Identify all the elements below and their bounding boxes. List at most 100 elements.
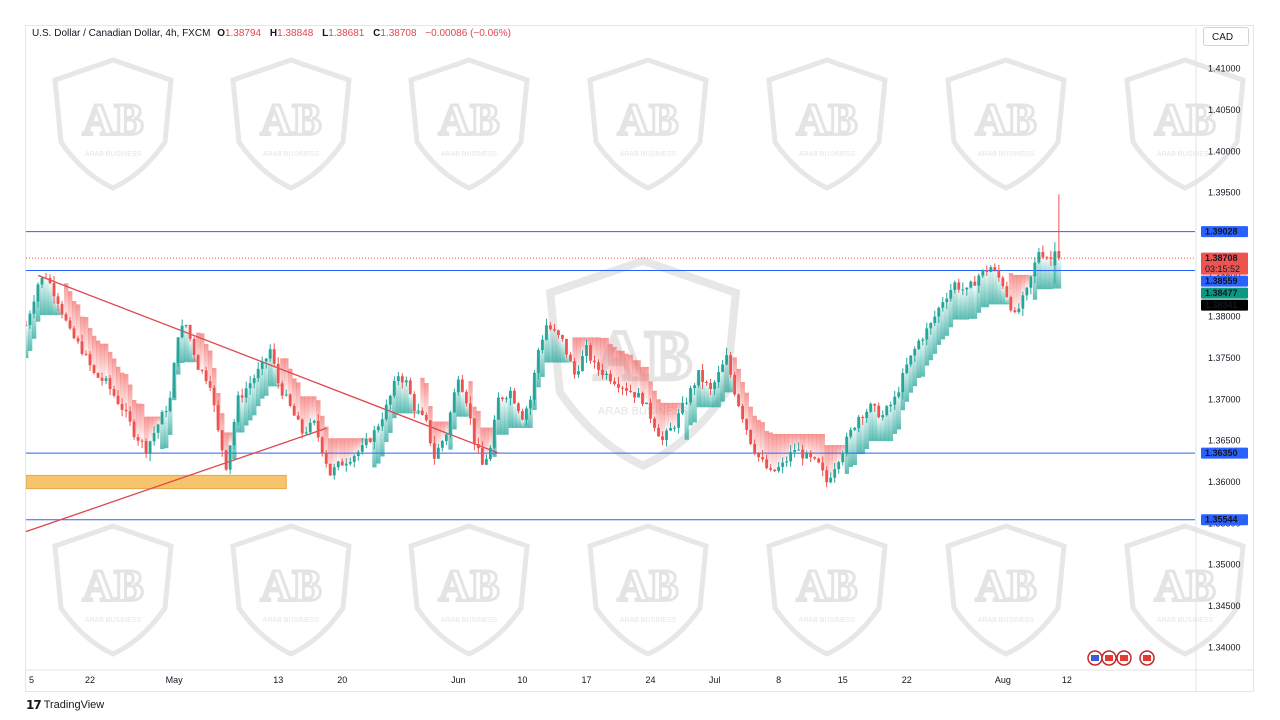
price-label-tag[interactable] — [1201, 514, 1248, 526]
time-tick-label: 22 — [85, 675, 95, 685]
candle — [328, 463, 332, 476]
cloud-segment — [1048, 258, 1054, 290]
cloud-segment — [116, 366, 121, 405]
economic-event-flag-icon[interactable] — [1101, 650, 1117, 666]
candle-body — [148, 441, 152, 454]
tradingview-footer[interactable]: 𝟭𝟳 TradingView — [26, 698, 104, 712]
price-label-tag[interactable] — [1201, 287, 1248, 299]
candle — [781, 457, 785, 474]
candle — [88, 351, 92, 371]
svg-text:ARAB BUSINESS: ARAB BUSINESS — [799, 151, 856, 158]
cloud-segment — [708, 389, 713, 408]
candle — [304, 426, 308, 436]
economic-event-flag-icon[interactable] — [1139, 650, 1155, 666]
cloud-segment — [748, 406, 753, 444]
cloud-segment — [828, 445, 833, 478]
candle — [276, 357, 280, 389]
candle — [68, 317, 72, 331]
watermark-shield-icon: AB ARAB BUSINESS — [766, 57, 888, 191]
economic-event-flag-icon[interactable] — [1116, 650, 1132, 666]
candle-body — [184, 324, 188, 326]
candle — [120, 398, 124, 417]
candle-body — [645, 402, 648, 405]
cloud-segment — [96, 340, 101, 378]
candle — [757, 452, 761, 462]
price-label-tag[interactable] — [1201, 275, 1248, 287]
candle — [737, 393, 741, 408]
candle-body — [733, 374, 737, 395]
candle-body — [328, 463, 332, 476]
cloud-segment — [108, 351, 113, 390]
candle — [845, 432, 849, 457]
cloud-segment — [1012, 274, 1018, 313]
time-tick-label: 12 — [1062, 675, 1072, 685]
trendline[interactable] — [26, 427, 327, 533]
price-label-tag[interactable] — [1201, 226, 1248, 238]
candle-body — [549, 325, 552, 330]
candle-body — [172, 362, 176, 398]
cloud-segment — [68, 291, 73, 329]
candle-body — [497, 397, 500, 420]
cloud-segment — [1008, 273, 1014, 311]
economic-event-flag-icon[interactable] — [1087, 650, 1103, 666]
cloud-segment — [756, 419, 761, 458]
candle-body — [32, 301, 36, 314]
candle — [525, 406, 528, 426]
watermark-shield-icon: AB ARAB BUSINESS — [408, 57, 530, 191]
candle — [961, 282, 965, 296]
price-label-tag[interactable] — [1201, 252, 1248, 275]
candle-body — [96, 373, 100, 378]
chart-frame[interactable] — [25, 25, 1254, 692]
candle-body — [1033, 262, 1037, 277]
svg-text:ARAB BUSINESS: ARAB BUSINESS — [85, 151, 142, 158]
candle — [713, 379, 716, 396]
candle-body — [965, 287, 969, 290]
price-label-tag[interactable] — [1201, 299, 1248, 311]
time-tick-label: 10 — [517, 675, 527, 685]
candle-body — [769, 468, 773, 470]
cloud-segment — [772, 433, 777, 472]
candle-body — [480, 448, 484, 465]
svg-text:AB: AB — [617, 95, 678, 144]
symbol-title[interactable]: U.S. Dollar / Canadian Dollar, 4h, FXCM — [32, 28, 211, 39]
candle — [669, 422, 672, 431]
candle-body — [432, 443, 436, 459]
candle — [380, 412, 384, 431]
high-label: H — [269, 28, 278, 39]
candle — [729, 351, 733, 378]
candle — [829, 472, 833, 484]
svg-text:ARAB BUSINESS: ARAB BUSINESS — [85, 617, 142, 624]
support-zone[interactable] — [26, 474, 287, 490]
candle — [741, 403, 745, 423]
candle — [921, 337, 925, 346]
price-label-tag[interactable] — [1201, 447, 1248, 459]
candle — [420, 407, 424, 416]
candle — [541, 335, 544, 354]
cloud-segment — [1020, 274, 1026, 296]
candle-body — [969, 281, 973, 288]
candle — [989, 265, 993, 273]
candle — [593, 355, 596, 369]
candle-body — [392, 380, 396, 396]
cloud-segment — [388, 395, 393, 433]
watermark-shield-icon: AB ARAB BUSINESS — [230, 523, 352, 657]
candle-body — [336, 461, 340, 468]
candle-body — [721, 364, 724, 373]
candle-body — [577, 371, 580, 375]
cloud-segment — [816, 433, 821, 463]
candle — [761, 450, 765, 463]
trendline[interactable] — [37, 274, 499, 454]
cloud-segment — [128, 384, 133, 422]
candle-body — [745, 419, 749, 430]
candle-body — [140, 440, 144, 442]
candle-body — [420, 410, 424, 416]
cloud-segment — [788, 433, 793, 452]
candle — [384, 399, 388, 422]
cloud-segment — [832, 445, 837, 470]
candle — [92, 364, 96, 375]
candle — [488, 444, 492, 462]
candle-body — [488, 447, 492, 460]
change-value: −0.00086 (−0.06%) — [425, 28, 511, 39]
currency-button[interactable]: CAD — [1203, 27, 1249, 46]
